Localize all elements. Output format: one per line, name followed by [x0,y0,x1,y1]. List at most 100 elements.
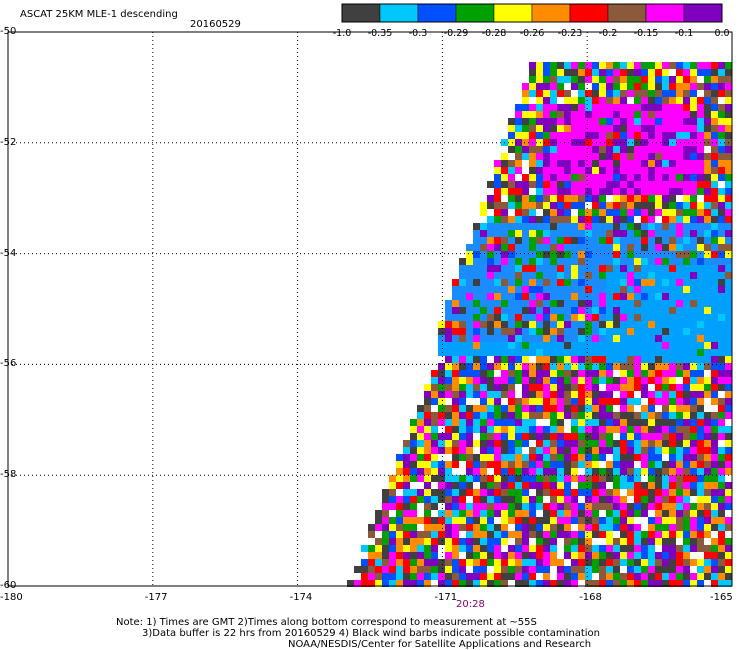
swath-cell [599,160,606,167]
swath-cell [431,538,438,545]
swath-cell [606,454,613,461]
swath-cell [592,104,599,111]
swath-cell [592,440,599,447]
swath-cell [578,125,585,132]
swath-cell [585,370,592,377]
swath-cell [578,503,585,510]
swath-cell [529,314,536,321]
swath-cell [445,342,452,349]
swath-cell [592,461,599,468]
swath-cell [529,188,536,195]
swath-cell [543,447,550,454]
swath-cell [529,398,536,405]
swath-cell [571,405,578,412]
swath-cell [564,426,571,433]
lon-tick-label: -168 [579,592,602,603]
colorbar-swatch [341,3,381,23]
swath-cell [704,545,711,552]
swath-cell [550,496,557,503]
swath-cell [445,363,452,370]
swath-cell [403,573,410,580]
swath-cell [662,167,669,174]
swath-cell [620,377,627,384]
swath-cell [725,272,732,279]
swath-cell [655,377,662,384]
swath-cell [522,440,529,447]
swath-cell [564,370,571,377]
swath-cell [487,496,494,503]
swath-cell [564,300,571,307]
swath-cell [690,433,697,440]
swath-cell [599,83,606,90]
swath-cell [697,377,704,384]
swath-cell [599,307,606,314]
swath-cell [585,531,592,538]
swath-cell [550,552,557,559]
swath-cell [494,314,501,321]
swath-cell [417,580,424,587]
swath-cell [550,230,557,237]
swath-cell [494,552,501,559]
swath-cell [508,209,515,216]
swath-cell [417,566,424,573]
swath-cell [725,482,732,489]
swath-cell [711,209,718,216]
swath-cell [648,307,655,314]
swath-cell [487,237,494,244]
swath-cell [620,209,627,216]
swath-cell [529,405,536,412]
swath-cell [662,258,669,265]
swath-cell [536,104,543,111]
swath-cell [515,349,522,356]
swath-cell [725,461,732,468]
swath-cell [445,405,452,412]
swath-cell [564,559,571,566]
swath-cell [725,447,732,454]
swath-cell [627,307,634,314]
swath-cell [641,300,648,307]
swath-cell [438,328,445,335]
swath-cell [522,489,529,496]
swath-cell [613,104,620,111]
swath-cell [585,391,592,398]
swath-cell [648,405,655,412]
swath-cell [543,111,550,118]
swath-cell [606,76,613,83]
swath-cell [515,454,522,461]
swath-cell [690,573,697,580]
swath-cell [648,447,655,454]
swath-cell [620,356,627,363]
swath-cell [480,475,487,482]
swath-cell [690,328,697,335]
swath-cell [592,286,599,293]
swath-cell [676,223,683,230]
swath-cell [452,433,459,440]
swath-cell [718,475,725,482]
swath-cell [536,139,543,146]
swath-cell [718,496,725,503]
swath-cell [613,440,620,447]
swath-cell [676,97,683,104]
swath-cell [543,307,550,314]
swath-cell [704,538,711,545]
swath-cell [662,307,669,314]
swath-cell [536,279,543,286]
swath-cell [697,510,704,517]
swath-cell [620,153,627,160]
swath-cell [403,447,410,454]
swath-cell [641,496,648,503]
swath-cell [711,552,718,559]
swath-cell [389,580,396,587]
swath-cell [585,111,592,118]
colorbar-label: -0.2 [599,28,618,39]
swath-cell [711,426,718,433]
swath-cell [396,482,403,489]
swath-cell [592,335,599,342]
swath-cell [690,251,697,258]
swath-cell [690,167,697,174]
colorbar-label: -0.26 [520,28,545,39]
swath-cell [438,573,445,580]
swath-cell [697,160,704,167]
swath-cell [592,391,599,398]
swath-cell [480,447,487,454]
